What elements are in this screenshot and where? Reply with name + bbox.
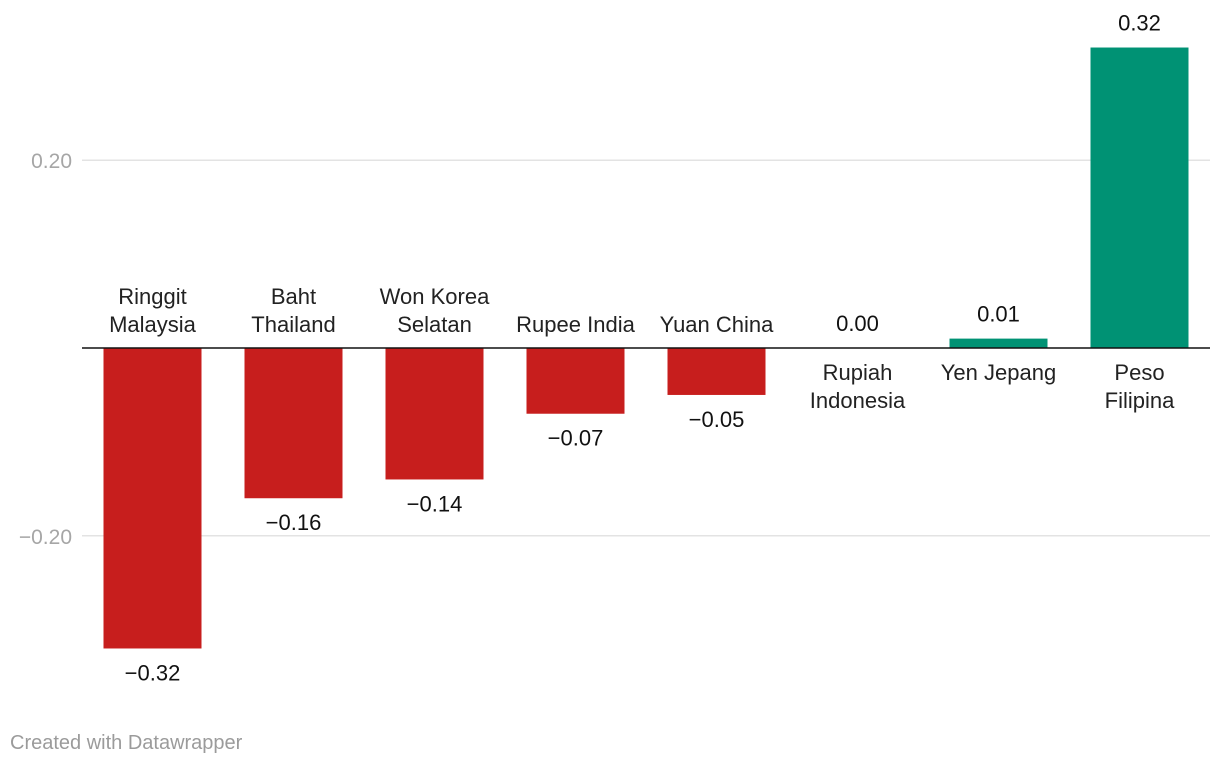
value-label: −0.14 [407,491,463,516]
category-label: Selatan [397,312,472,337]
bars [103,47,1189,649]
category-label: Rupee India [516,312,635,337]
y-tick-label: −0.20 [19,526,72,549]
value-label: −0.32 [125,660,181,685]
value-label: 0.00 [836,311,879,336]
value-label: 0.32 [1118,11,1161,36]
category-label: Yuan China [660,312,775,337]
category-label: Malaysia [109,312,197,337]
category-label: Rupiah [823,360,893,385]
category-label: Yen Jepang [941,360,1056,385]
bar [949,338,1048,348]
gridlines [82,159,1210,537]
labels: Ringgit Malaysia −0.32 Baht Thailand −0.16 Won… [109,11,1175,686]
bar [244,348,343,499]
category-label: Thailand [251,312,335,337]
bar [1090,47,1189,349]
bar [385,348,484,480]
y-axis-ticks: 0.20 −0.20 [19,150,72,549]
bar [526,348,625,414]
category-label: Ringgit [118,284,186,309]
y-tick-label: 0.20 [31,150,72,173]
bar [103,348,202,649]
category-label: Indonesia [810,388,906,413]
category-label: Baht [271,284,316,309]
bar-chart: 0.20 −0.20 Ringgit Malaysia −0.32 Baht Thaila… [19,11,1210,686]
bar [667,348,766,395]
category-label: Won Korea [380,284,490,309]
value-label: −0.07 [548,426,604,451]
value-label: −0.16 [266,510,322,535]
category-label: Peso [1114,360,1164,385]
value-label: 0.01 [977,302,1020,327]
value-label: −0.05 [689,407,745,432]
category-label: Filipina [1105,388,1175,413]
credit-footer: Created with Datawrapper [10,732,243,754]
